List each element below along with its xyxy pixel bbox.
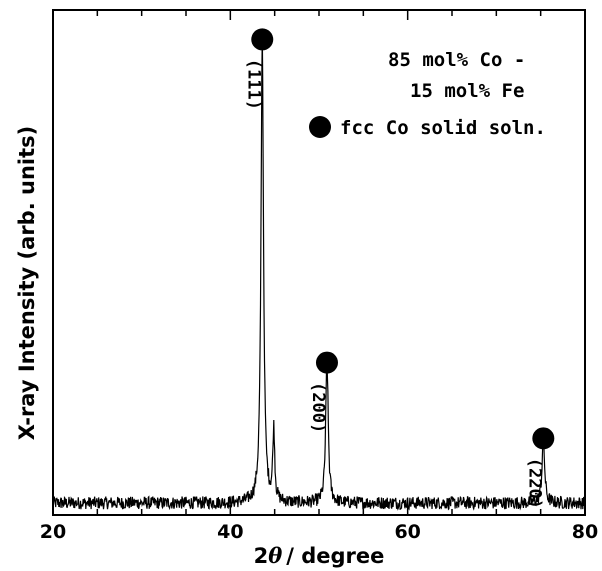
x-axis-title-suffix: / degree — [286, 544, 384, 568]
series-line-0 — [53, 35, 585, 510]
sample-label-line1: 85 mol% Co - — [388, 49, 525, 71]
peak-label-111: (111) — [243, 59, 263, 110]
legend-marker — [309, 116, 331, 138]
x-tick-label-80: 80 — [572, 521, 598, 543]
y-axis-title: X-ray Intensity (arb. units) — [15, 126, 39, 441]
x-tick-label-40: 40 — [217, 521, 243, 543]
x-axis-title-theta: θ — [268, 543, 282, 568]
x-tick-labels: 20 40 60 80 — [40, 521, 598, 543]
peak-marker-200 — [316, 352, 338, 374]
peak-marker-111 — [251, 28, 273, 50]
x-tick-label-20: 20 — [40, 521, 66, 543]
sample-label-line2: 15 mol% Fe — [410, 80, 524, 102]
x-axis-title: 2θ / degree — [254, 543, 385, 568]
peak-label-220: (220) — [524, 458, 544, 509]
x-axis-title-prefix: 2 — [254, 544, 269, 568]
peak-label-200: (200) — [308, 382, 328, 433]
x-tick-label-60: 60 — [394, 521, 420, 543]
peak-marker-220 — [532, 427, 554, 449]
legend-label: fcc Co solid soln. — [340, 117, 546, 139]
